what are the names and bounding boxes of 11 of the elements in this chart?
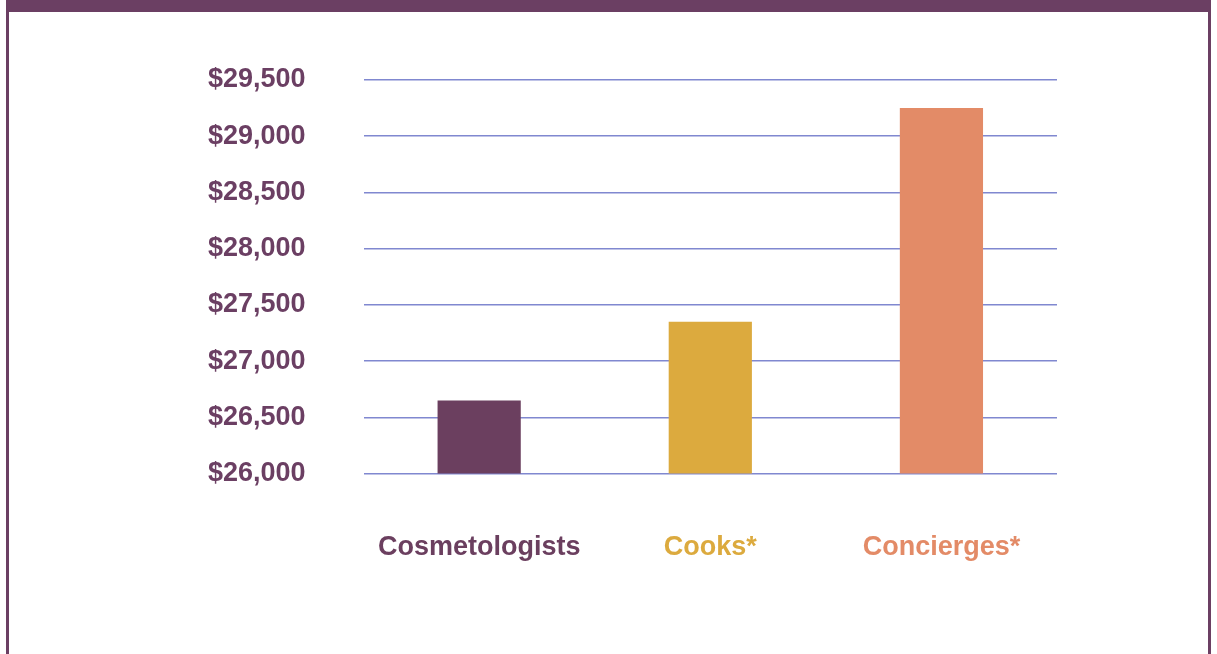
x-tick-label: Concierges* [862,531,1021,562]
y-tick-label: $26,000 [207,457,306,488]
x-tick-label: Cooks* [663,531,758,562]
y-tick-label: $27,000 [207,344,306,375]
y-tick-label: $27,500 [207,288,306,319]
y-tick-label: $29,500 [207,63,306,94]
y-tick-label: $26,500 [207,400,306,431]
y-tick-label: $28,000 [207,232,306,263]
x-tick-label: Cosmetologists [377,531,581,562]
y-tick-label: $28,500 [207,175,306,206]
y-tick-label: $29,000 [207,119,306,150]
